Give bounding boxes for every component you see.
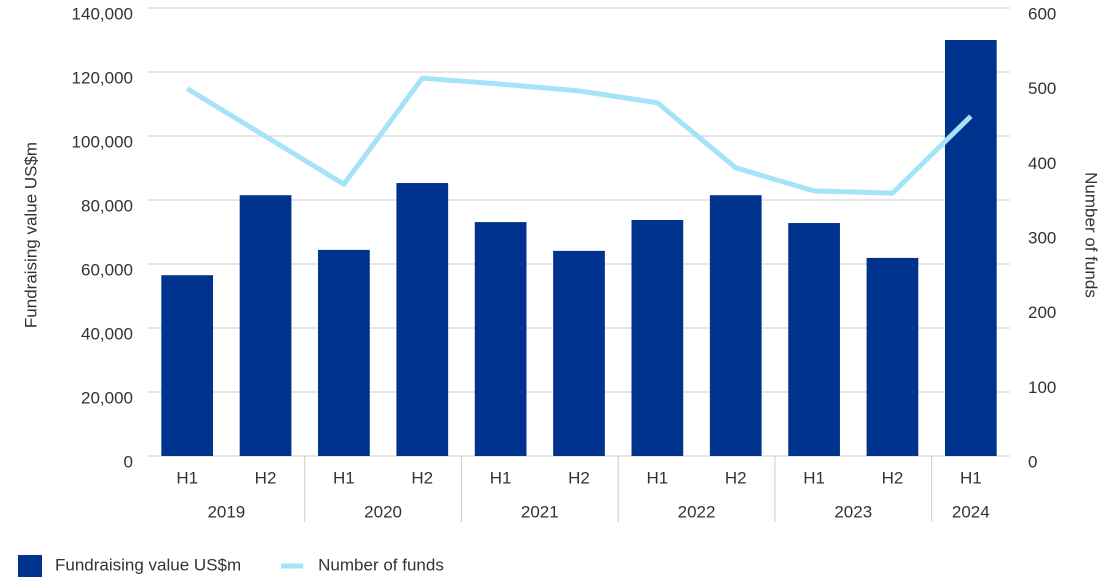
x-group-label: 2022 [678, 502, 716, 521]
y2-tick-label: 200 [1028, 303, 1056, 322]
x-tick-label: H1 [176, 468, 198, 487]
y2-tick-label: 0 [1028, 452, 1037, 471]
x-group-label: 2023 [834, 502, 872, 521]
y-tick-label: 40,000 [81, 324, 133, 343]
x-tick-label: H2 [882, 468, 904, 487]
x-group-label: 2020 [364, 502, 402, 521]
bar [944, 40, 997, 456]
x-group-label: 2021 [521, 502, 559, 521]
y2-tick-label: 600 [1028, 4, 1056, 23]
bar [161, 275, 214, 456]
bar [474, 222, 527, 456]
x-tick-label: H2 [411, 468, 433, 487]
x-tick-label: H1 [490, 468, 512, 487]
x-tick-label: H2 [725, 468, 747, 487]
y-tick-label: 60,000 [81, 260, 133, 279]
x-tick-label: H1 [646, 468, 668, 487]
y-tick-label: 0 [124, 452, 133, 471]
bar [396, 183, 449, 457]
legend-swatch [18, 555, 42, 577]
y-axis-title: Fundraising value US$m [21, 142, 40, 328]
x-tick-label: H2 [255, 468, 277, 487]
line [185, 75, 973, 196]
y2-tick-label: 400 [1028, 154, 1056, 173]
y2-tick-label: 100 [1028, 378, 1056, 397]
bar [553, 250, 605, 456]
x-tick-label: H2 [568, 468, 590, 487]
bar [239, 195, 292, 456]
bar [318, 249, 370, 456]
y2-axis-title: Number of funds [1082, 172, 1101, 298]
y-tick-label: 20,000 [81, 388, 133, 407]
y-tick-label: 120,000 [72, 68, 133, 87]
legend-label: Number of funds [318, 555, 444, 574]
y-tick-label: 140,000 [72, 4, 133, 23]
y2-tick-label: 500 [1028, 79, 1056, 98]
legend-label: Fundraising value US$m [55, 555, 241, 574]
x-tick-label: H1 [333, 468, 355, 487]
x-tick-label: H1 [960, 468, 982, 487]
y-tick-label: 80,000 [81, 196, 133, 215]
y2-tick-label: 300 [1028, 228, 1056, 247]
bar [631, 220, 684, 456]
y-tick-label: 100,000 [72, 132, 133, 151]
x-group-label: 2024 [952, 502, 990, 521]
x-tick-label: H1 [803, 468, 825, 487]
bar [866, 257, 919, 456]
bar [788, 223, 840, 456]
bar [709, 195, 762, 456]
x-group-label: 2019 [207, 502, 245, 521]
